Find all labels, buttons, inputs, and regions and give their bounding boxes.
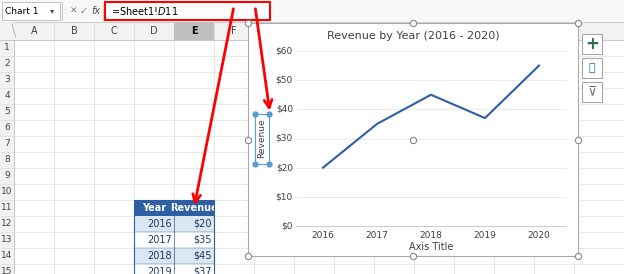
Text: 9: 9 [4,172,10,181]
Text: fx: fx [92,6,100,16]
Text: 2016: 2016 [147,219,172,229]
Bar [134,248,214,264]
Text: Revenue: Revenue [170,203,218,213]
Text: 4: 4 [4,92,10,101]
Text: 2017: 2017 [147,235,172,245]
Text: G: G [270,26,278,36]
Text: K: K [431,26,437,36]
Text: 14: 14 [1,252,12,261]
Text: 2018: 2018 [419,231,442,240]
Text: I: I [353,26,356,36]
Bar [134,264,214,274]
Text: 2019: 2019 [147,267,172,274]
Text: ✓: ✓ [80,6,88,16]
Bar [582,58,602,78]
Text: 5: 5 [4,107,10,116]
Text: 2017: 2017 [366,231,388,240]
Bar [0,40,14,274]
Text: 15: 15 [1,267,12,274]
Text: Revenue by Year (2016 - 2020): Revenue by Year (2016 - 2020) [327,31,499,41]
Bar [248,23,578,256]
Text: $20: $20 [193,219,212,229]
Text: A: A [31,26,37,36]
Text: 11: 11 [1,204,12,213]
Bar [0,22,624,40]
Bar [134,216,214,232]
Bar [0,0,624,22]
Text: 2019: 2019 [474,231,497,240]
Text: $30: $30 [276,134,293,143]
Text: +: + [585,35,599,53]
Text: C: C [110,26,117,36]
Text: ✕: ✕ [71,7,78,16]
Text: 8: 8 [4,156,10,164]
Text: E: E [191,26,197,36]
Text: 12: 12 [1,219,12,229]
Text: Year: Year [142,203,166,213]
Bar [0,22,14,40]
Text: 1: 1 [4,44,10,53]
Text: Chart 1: Chart 1 [5,7,39,16]
Text: $45: $45 [193,251,212,261]
Text: $0: $0 [281,221,293,230]
Text: 2018: 2018 [147,251,172,261]
Bar [582,34,602,54]
Text: ▾: ▾ [50,7,54,16]
Text: $10: $10 [276,192,293,201]
Text: $20: $20 [276,163,293,172]
Text: 6: 6 [4,124,10,133]
Text: ⊽: ⊽ [587,85,597,98]
Bar [134,232,214,248]
Text: H: H [310,26,318,36]
Text: D: D [150,26,158,36]
Text: F: F [231,26,237,36]
Bar [134,200,214,216]
Text: 2: 2 [4,59,10,68]
Text: M: M [510,26,519,36]
Text: Axis Title: Axis Title [409,242,453,252]
Text: =Sheet1!$D$11: =Sheet1!$D$11 [111,5,178,17]
Text: 10: 10 [1,187,12,196]
Text: 2016: 2016 [311,231,334,240]
Bar [105,2,270,20]
Text: :: : [64,6,68,16]
Text: $35: $35 [193,235,212,245]
Text: $40: $40 [276,105,293,114]
Text: 13: 13 [1,235,12,244]
Text: 3: 3 [4,76,10,84]
Bar [582,82,602,102]
Text: 2020: 2020 [528,231,550,240]
Bar [134,200,214,274]
Text: $37: $37 [193,267,212,274]
Text: $50: $50 [276,76,293,85]
Text: 🖌: 🖌 [588,63,595,73]
Bar [255,113,269,164]
Text: N: N [550,26,558,36]
Bar [174,22,214,40]
Text: L: L [471,26,477,36]
Text: J: J [392,26,396,36]
Bar [2,2,60,20]
Text: 7: 7 [4,139,10,149]
Text: $60: $60 [276,47,293,56]
Text: Revenue: Revenue [258,119,266,158]
Text: B: B [71,26,77,36]
